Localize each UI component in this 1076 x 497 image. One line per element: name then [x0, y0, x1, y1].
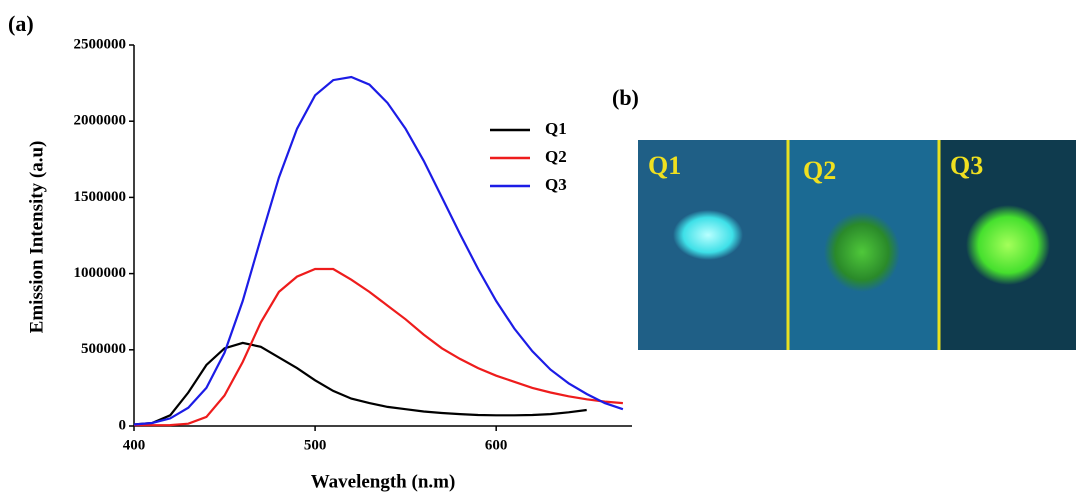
y-tick-label: 500000 [81, 341, 126, 357]
panel-label: (b) [612, 85, 639, 110]
series-line [133, 341, 587, 426]
powder [824, 212, 900, 292]
series-line [133, 75, 624, 426]
y-tick-label: 1500000 [74, 189, 127, 205]
panel-label: (a) [8, 11, 34, 36]
photo: Q1 Q2 Q3 [638, 140, 1076, 350]
y-axis-title: Emission Intensity (a.u) [26, 141, 47, 334]
photo-label: Q1 [648, 151, 681, 180]
x-tick-label: 600 [485, 437, 508, 453]
powder [966, 205, 1050, 285]
legend-label: Q1 [545, 119, 567, 138]
photo-label: Q2 [803, 156, 836, 185]
y-tick-label: 0 [119, 417, 127, 433]
powder [673, 210, 743, 260]
y-tick-label: 2000000 [74, 113, 127, 129]
photo-label: Q3 [950, 151, 983, 180]
x-tick-label: 400 [123, 437, 146, 453]
series-line [134, 267, 623, 427]
x-axis-title: Wavelength (n.m) [311, 471, 456, 492]
legend-label: Q3 [545, 175, 567, 194]
x-tick-label: 500 [304, 437, 327, 453]
y-tick-label: 2500000 [74, 36, 127, 52]
y-tick-label: 1000000 [74, 265, 127, 281]
legend-label: Q2 [545, 147, 567, 166]
